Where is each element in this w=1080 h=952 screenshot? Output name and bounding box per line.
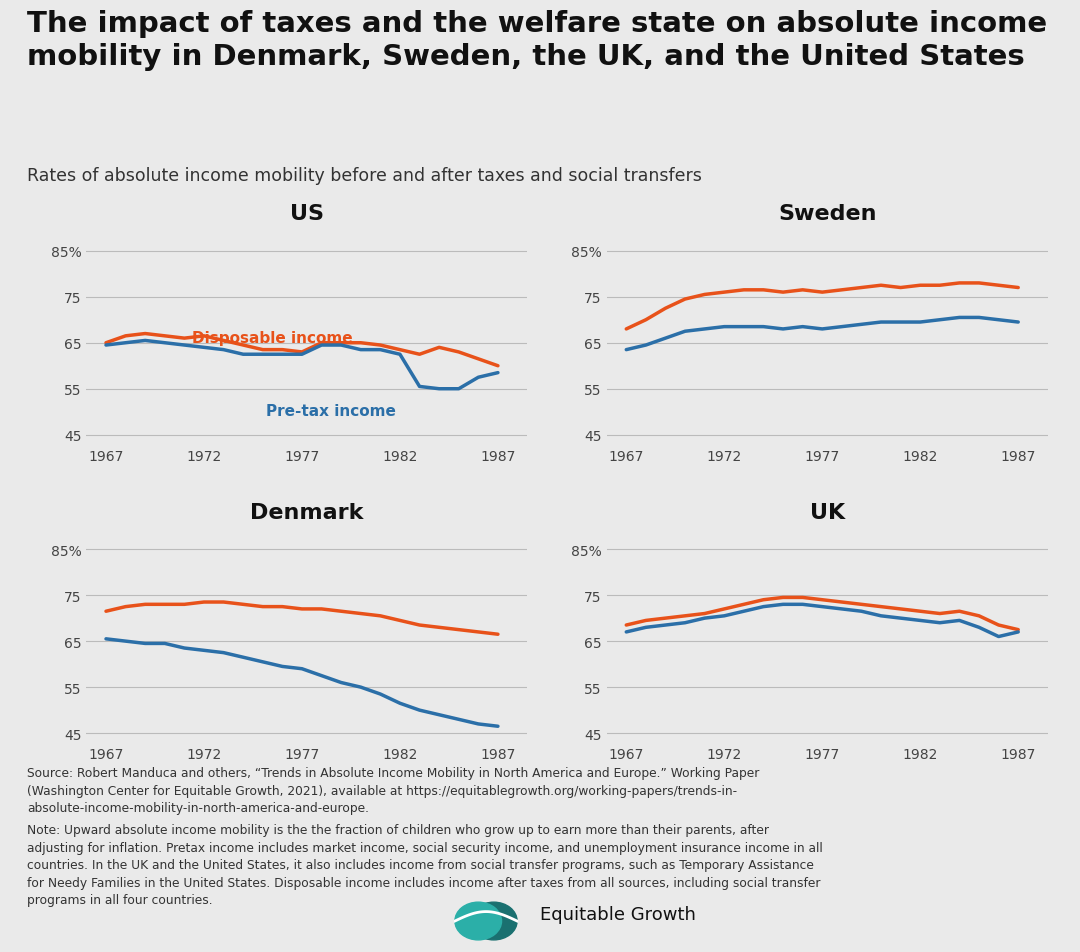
Text: Source: Robert Manduca and others, “Trends in Absolute Income Mobility in North : Source: Robert Manduca and others, “Tren… [27,766,759,814]
Text: Pre-tax income: Pre-tax income [267,403,396,418]
Circle shape [455,902,501,940]
Title: Denmark: Denmark [251,503,364,523]
Text: Equitable Growth: Equitable Growth [540,905,696,923]
Title: US: US [289,204,324,224]
Text: The impact of taxes and the welfare state on absolute income
mobility in Denmark: The impact of taxes and the welfare stat… [27,10,1048,71]
Title: Sweden: Sweden [778,204,876,224]
Text: Disposable income: Disposable income [192,330,353,346]
Text: Rates of absolute income mobility before and after taxes and social transfers: Rates of absolute income mobility before… [27,167,702,185]
Title: UK: UK [810,503,845,523]
Circle shape [471,902,517,940]
Text: Note: Upward absolute income mobility is the the fraction of children who grow u: Note: Upward absolute income mobility is… [27,823,823,906]
